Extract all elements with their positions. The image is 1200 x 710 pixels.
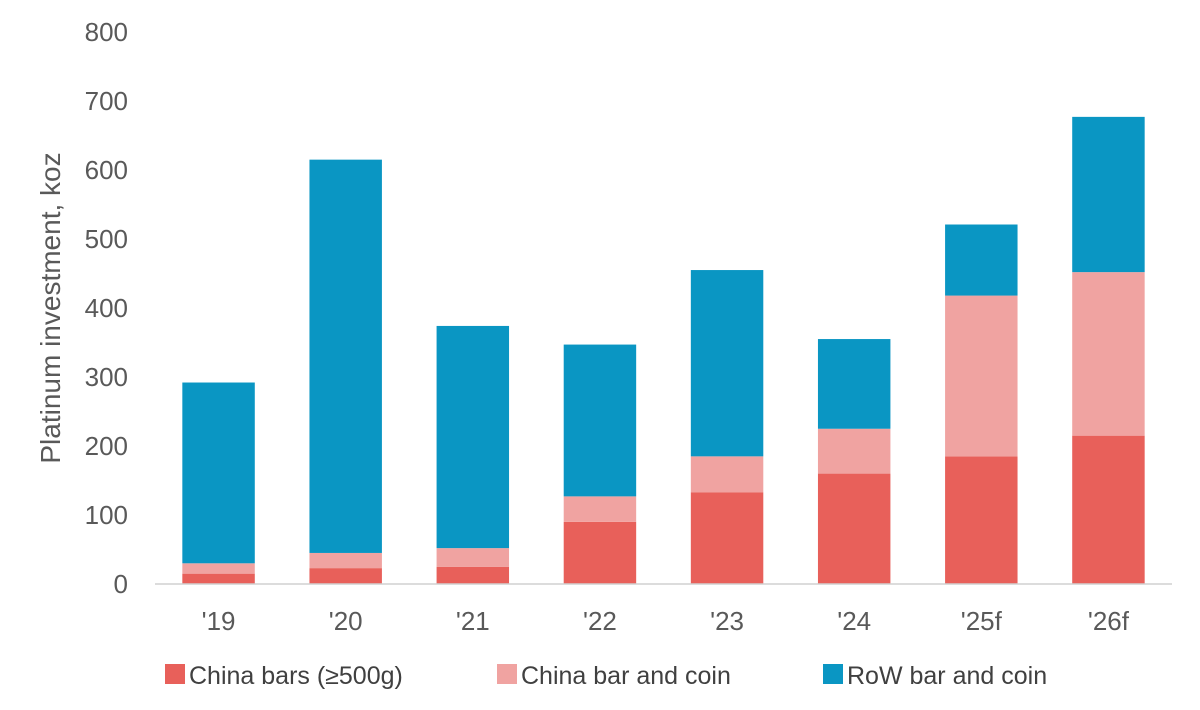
bar-segment-row-bar-coin	[182, 382, 255, 564]
x-tick-label: '19	[202, 606, 236, 636]
y-tick-label: 400	[85, 293, 128, 323]
legend-swatch	[497, 664, 517, 684]
x-tick-label: '21	[456, 606, 490, 636]
bar-segment-china-bar-coin	[817, 428, 891, 474]
bar-segment-china-bars	[436, 566, 510, 584]
bar-segment-china-bar-coin	[1072, 272, 1145, 436]
bar-segment-china-bar-coin	[945, 295, 1018, 457]
legend-swatch	[165, 664, 185, 684]
bar-segment-china-bars	[817, 473, 891, 584]
legend-label: RoW bar and coin	[847, 662, 1047, 690]
y-axis-ticks: 0 100 200 300 400 500 600 700 800	[85, 17, 128, 599]
bar-segment-china-bars	[945, 456, 1018, 584]
bar-segment-row-bar-coin	[1072, 116, 1145, 273]
legend-item: RoW bar and coin	[823, 662, 1047, 690]
y-tick-label: 500	[85, 224, 128, 254]
x-tick-label: '23	[710, 606, 744, 636]
bar-segment-china-bars	[690, 492, 764, 584]
bar-segment-row-bar-coin	[563, 344, 637, 497]
legend-item: China bar and coin	[497, 662, 731, 690]
x-tick-label: '20	[329, 606, 363, 636]
bar-segment-row-bar-coin	[817, 339, 891, 429]
bar-segment-row-bar-coin	[945, 224, 1018, 296]
bar-segment-china-bar-coin	[182, 563, 255, 574]
y-tick-label: 200	[85, 431, 128, 461]
bar-segment-china-bar-coin	[690, 456, 764, 493]
bars-group	[182, 116, 1145, 584]
bar-segment-row-bar-coin	[309, 159, 382, 553]
bar-segment-china-bars	[563, 521, 637, 584]
legend-item: China bars (≥500g)	[165, 662, 403, 690]
bar-segment-china-bars	[309, 568, 382, 584]
x-tick-label: '24	[837, 606, 871, 636]
legend-label: China bar and coin	[521, 662, 731, 690]
x-tick-label: '22	[583, 606, 617, 636]
bar-segment-china-bars	[182, 573, 255, 584]
y-tick-label: 0	[114, 569, 128, 599]
y-axis-title: Platinum investment, koz	[35, 152, 66, 463]
legend: China bars (≥500g) China bar and coin RoW …	[165, 662, 1047, 690]
bar-segment-row-bar-coin	[690, 270, 764, 457]
x-axis-ticks: '19 '20 '21 '22 '23 '24 '25f '26f	[202, 606, 1130, 636]
bar-segment-row-bar-coin	[436, 325, 510, 549]
bar-segment-china-bar-coin	[309, 552, 382, 569]
bar-segment-china-bar-coin	[436, 548, 510, 567]
x-tick-label: '25f	[961, 606, 1003, 636]
x-tick-label: '26f	[1088, 606, 1130, 636]
y-tick-label: 700	[85, 86, 128, 116]
bar-segment-china-bars	[1072, 435, 1145, 584]
y-tick-label: 300	[85, 362, 128, 392]
legend-swatch	[823, 664, 843, 684]
legend-label: China bars (≥500g)	[189, 662, 403, 690]
bar-segment-china-bar-coin	[563, 496, 637, 522]
y-tick-label: 100	[85, 500, 128, 530]
y-tick-label: 600	[85, 155, 128, 185]
y-tick-label: 800	[85, 17, 128, 47]
